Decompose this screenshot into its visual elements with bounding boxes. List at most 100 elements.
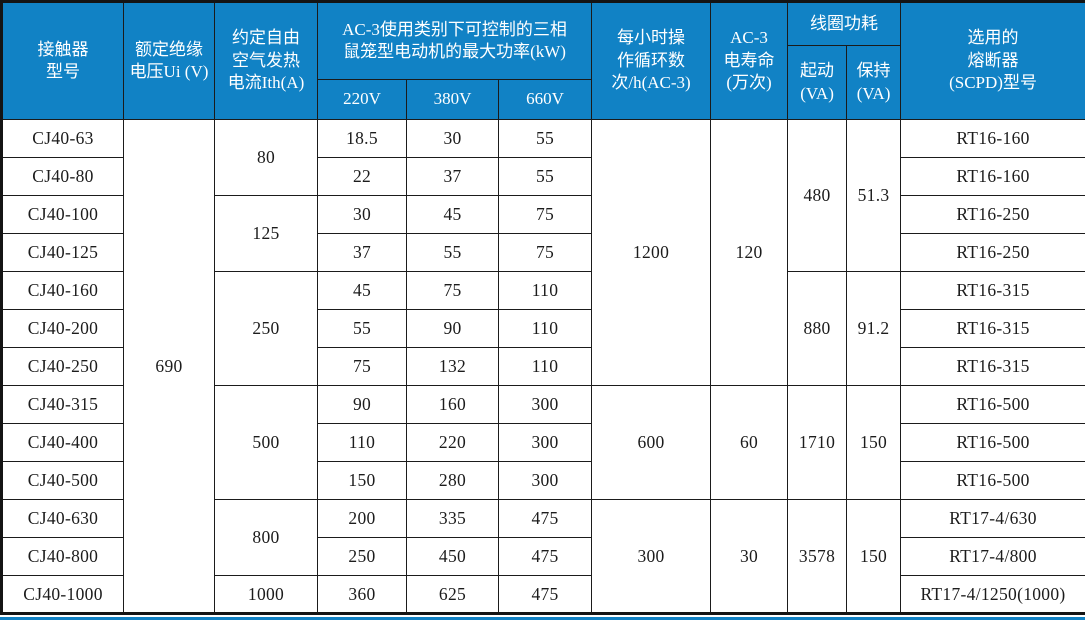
header-220v: 220V [317,79,407,120]
table-body: CJ40-63 690 80 18.5 30 55 1200 120 480 5… [1,119,1085,614]
cycles-cell: 1200 [591,119,712,386]
power-220v-cell: 55 [317,309,407,348]
fuse-cell: RT16-315 [900,347,1085,386]
power-380v-cell: 132 [406,347,499,386]
life-cell: 30 [710,499,789,614]
model-cell: CJ40-200 [1,309,124,348]
fuse-cell: RT16-500 [900,461,1085,500]
table-row: CJ40-63 690 80 18.5 30 55 1200 120 480 5… [1,119,1085,614]
table-row: CJ40-80 22 37 55 RT16-160 [1,157,1085,196]
model-cell: CJ40-315 [1,385,124,424]
coil-hold-cell: 150 [846,499,902,614]
power-380v-cell: 450 [406,537,499,576]
fuse-cell: RT16-250 [900,195,1085,234]
model-cell: CJ40-500 [1,461,124,500]
fuse-cell: RT16-315 [900,309,1085,348]
header-coil-power-group: 线圈功耗 [787,1,902,46]
power-220v-cell: 75 [317,347,407,386]
power-380v-cell: 55 [406,233,499,272]
power-660v-cell: 300 [497,385,593,424]
model-cell: CJ40-80 [1,157,124,196]
fuse-cell: RT16-160 [900,157,1085,196]
cycles-cell: 600 [591,385,712,500]
fuse-cell: RT16-250 [900,233,1085,272]
model-cell: CJ40-160 [1,271,124,310]
power-380v-cell: 90 [406,309,499,348]
power-660v-cell: 55 [497,157,593,196]
table-row: CJ40-500 150 280 300 RT16-500 [1,461,1085,500]
power-380v-cell: 335 [406,499,499,538]
table-row: CJ40-315 500 90 160 300 600 60 1710 150 … [1,385,1085,500]
ith-cell: 1000 [214,575,318,614]
ui-voltage-cell: 690 [123,119,215,614]
table-row: CJ40-400 110 220 300 RT16-500 [1,423,1085,462]
power-220v-cell: 200 [317,499,407,538]
power-220v-cell: 45 [317,271,407,310]
model-cell: CJ40-250 [1,347,124,386]
model-cell: CJ40-800 [1,537,124,576]
power-380v-cell: 220 [406,423,499,462]
header-660v: 660V [497,79,593,120]
header-row-1: 接触器 型号 额定绝缘 电压Ui (V) 约定自由 空气发热 电流Ith(A) … [1,1,1085,120]
table-header: 接触器 型号 额定绝缘 电压Ui (V) 约定自由 空气发热 电流Ith(A) … [1,1,1085,120]
power-380v-cell: 37 [406,157,499,196]
life-cell: 120 [710,119,789,386]
header-rated-insulation-voltage: 额定绝缘 电压Ui (V) [123,1,215,120]
fuse-cell: RT16-500 [900,385,1085,424]
model-cell: CJ40-630 [1,499,124,538]
model-cell: CJ40-1000 [1,575,124,614]
table-row: CJ40-250 75 132 110 RT16-315 [1,347,1085,386]
power-220v-cell: 360 [317,575,407,614]
ith-cell: 80 [214,119,318,196]
coil-hold-cell: 150 [846,385,902,500]
power-380v-cell: 45 [406,195,499,234]
power-220v-cell: 18.5 [317,119,407,158]
power-660v-cell: 75 [497,233,593,272]
power-660v-cell: 475 [497,537,593,576]
power-660v-cell: 55 [497,119,593,158]
ith-cell: 800 [214,499,318,576]
header-contactor-model: 接触器 型号 [1,1,124,120]
power-380v-cell: 280 [406,461,499,500]
power-220v-cell: 250 [317,537,407,576]
power-220v-cell: 22 [317,157,407,196]
ith-cell: 500 [214,385,318,500]
header-coil-start-va: 起动 (VA) [787,45,848,120]
table-row: CJ40-630 800 200 335 475 300 30 3578 150… [1,499,1085,614]
power-220v-cell: 37 [317,233,407,272]
header-thermal-current: 约定自由 空气发热 电流Ith(A) [214,1,318,120]
ith-cell: 125 [214,195,318,272]
fuse-cell: RT17-4/630 [900,499,1085,538]
power-660v-cell: 110 [497,271,593,310]
coil-start-cell: 880 [787,271,848,386]
power-660v-cell: 110 [497,309,593,348]
life-cell: 60 [710,385,789,500]
coil-start-cell: 1710 [787,385,848,500]
model-cell: CJ40-100 [1,195,124,234]
coil-hold-cell: 91.2 [846,271,902,386]
model-cell: CJ40-63 [1,119,124,158]
power-380v-cell: 30 [406,119,499,158]
header-ac3-max-power-group: AC-3使用类别下可控制的三相 鼠笼型电动机的最大功率(kW) [316,1,593,80]
fuse-cell: RT16-160 [900,119,1085,158]
power-220v-cell: 110 [317,423,407,462]
ith-cell: 250 [214,271,318,386]
power-220v-cell: 150 [317,461,407,500]
power-660v-cell: 110 [497,347,593,386]
header-fuse-model: 选用的 熔断器 (SCPD)型号 [900,1,1085,120]
power-660v-cell: 475 [497,499,593,538]
header-electrical-life: AC-3 电寿命 (万次) [710,1,789,120]
fuse-cell: RT16-500 [900,423,1085,462]
power-380v-cell: 625 [406,575,499,614]
power-380v-cell: 160 [406,385,499,424]
header-coil-hold-va: 保持 (VA) [846,45,902,120]
power-660v-cell: 300 [497,461,593,500]
power-660v-cell: 300 [497,423,593,462]
fuse-cell: RT16-315 [900,271,1085,310]
header-row-2: 起动 (VA) 保持 (VA) [2,45,1085,120]
fuse-cell: RT17-4/800 [900,537,1085,576]
fuse-cell: RT17-4/1250(1000) [900,575,1085,614]
table-row: CJ40-1000 1000 360 625 475 RT17-4/1250(1… [1,575,1085,614]
header-operating-cycles: 每小时操 作循环数 次/h(AC-3) [591,1,712,120]
